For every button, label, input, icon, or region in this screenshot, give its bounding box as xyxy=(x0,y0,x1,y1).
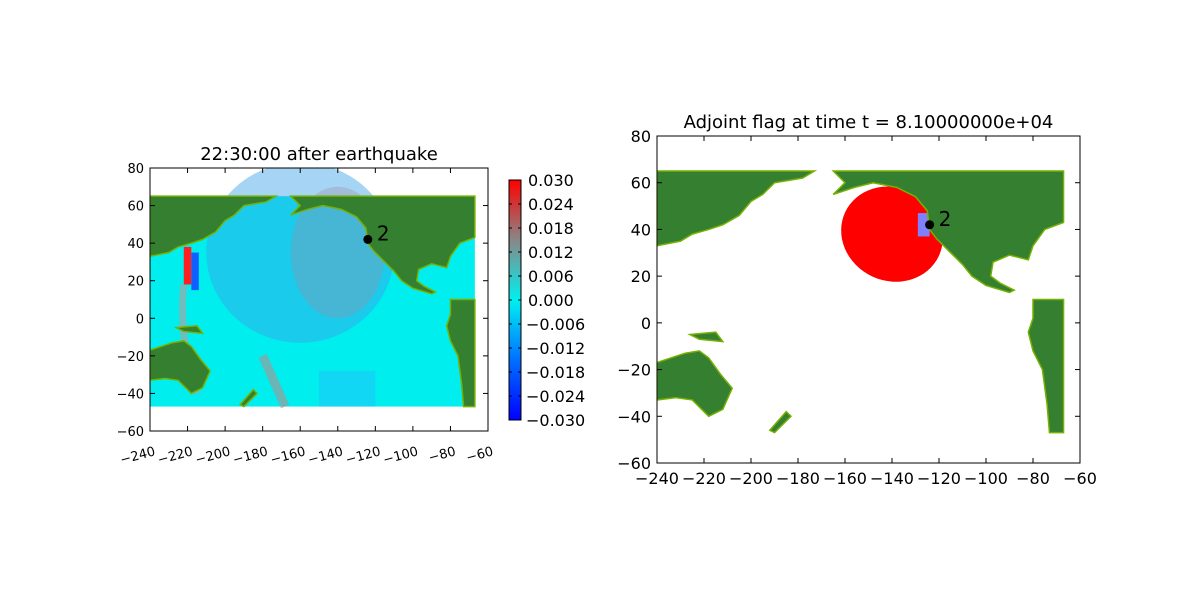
x-tick-label: −140 xyxy=(870,469,914,488)
plot-area xyxy=(150,168,488,431)
target-region-box xyxy=(917,213,930,237)
land-indo xyxy=(687,331,725,343)
plot-area xyxy=(657,136,1080,463)
land-asia xyxy=(150,195,279,258)
colorbar: 0.030 0.024 0.018 0.012 0.006 0.000 −0.006 −0.0… xyxy=(508,171,585,430)
colorbar-tick-label: 0.006 xyxy=(528,267,574,286)
wave-field-south xyxy=(319,370,376,407)
x-tick-label: −140 xyxy=(306,444,344,468)
y-tick-label: 40 xyxy=(127,237,144,252)
x-tick-label: −80 xyxy=(1016,469,1050,488)
x-tick-label: −180 xyxy=(231,444,269,468)
y-tick-label: 20 xyxy=(127,275,144,290)
y-tick-label: 40 xyxy=(631,220,651,239)
y-tick-label: 20 xyxy=(631,267,651,286)
land-indo xyxy=(173,325,205,335)
x-tick-label: −220 xyxy=(156,444,194,468)
adjoint-flag-region xyxy=(841,186,943,282)
land-australia xyxy=(657,350,734,418)
x-tick-label: −60 xyxy=(1063,469,1097,488)
colorbar-tick-label: 0.024 xyxy=(528,195,574,214)
wave-front-negative xyxy=(191,252,199,291)
x-tick-label: −60 xyxy=(465,444,495,466)
left-plot: 222:30:00 after earthquake−240 −220 −200 −1… xyxy=(117,144,495,468)
x-tick-label: −100 xyxy=(964,469,1008,488)
wave-front-positive xyxy=(183,246,192,285)
x-tick-label: −120 xyxy=(344,444,382,468)
land-nz xyxy=(768,410,793,434)
x-tick-label: −120 xyxy=(917,469,961,488)
gauge-marker xyxy=(363,234,373,244)
right-plot: 2 Adjoint flag at time t = 8.10000000e+04… xyxy=(617,112,1097,488)
colorbar-tick-label: −0.018 xyxy=(526,363,585,382)
axes-frame xyxy=(656,135,1081,464)
x-tick-label: −80 xyxy=(427,444,457,466)
land-america xyxy=(289,195,476,295)
x-tick-label: −240 xyxy=(635,469,679,488)
colorbar-tick-label: 0.000 xyxy=(528,291,574,310)
gauge-label: 2 xyxy=(939,207,952,231)
land-nz xyxy=(238,388,259,408)
plot-title: 22:30:00 after earthquake xyxy=(200,144,438,165)
colorbar-tick-label: −0.024 xyxy=(526,387,585,406)
land-australia xyxy=(150,340,211,395)
wave-front-trail xyxy=(258,354,290,409)
land-america xyxy=(831,170,1065,294)
y-tick-label: −60 xyxy=(117,425,144,440)
gauge-label: 2 xyxy=(377,221,390,245)
y-tick-label: 80 xyxy=(127,162,144,177)
colorbar-tick-label: −0.012 xyxy=(526,339,585,358)
y-tick-label: −60 xyxy=(617,454,651,473)
y-tick-label: −20 xyxy=(117,350,144,365)
land-samerica xyxy=(1027,298,1065,434)
x-tick-label: −100 xyxy=(382,444,420,468)
x-tick-label: −160 xyxy=(823,469,867,488)
y-tick-label: 0 xyxy=(641,314,651,333)
x-tick-label: −220 xyxy=(682,469,726,488)
colorbar-tick-label: 0.030 xyxy=(528,171,574,190)
y-tick-label: −20 xyxy=(617,361,651,380)
colorbar-tick-label: −0.006 xyxy=(526,315,585,334)
colorbar-tick-label: 0.012 xyxy=(528,243,574,262)
y-tick-label: 60 xyxy=(631,174,651,193)
gauge-marker xyxy=(925,220,935,230)
y-tick-label: 60 xyxy=(127,200,144,215)
x-tick-label: −180 xyxy=(776,469,820,488)
land-asia xyxy=(657,170,818,247)
colorbar-tick-label: 0.018 xyxy=(528,219,574,238)
x-tick-label: −160 xyxy=(269,444,307,468)
land-samerica xyxy=(445,298,476,408)
y-tick-label: 80 xyxy=(631,127,651,146)
plot-title: Adjoint flag at time t = 8.10000000e+04 xyxy=(684,112,1054,133)
y-tick-label: −40 xyxy=(117,387,144,402)
y-tick-label: 0 xyxy=(136,312,144,327)
axes-frame xyxy=(149,167,489,432)
x-tick-label: −240 xyxy=(119,444,157,468)
x-tick-label: −200 xyxy=(194,444,232,468)
colorbar-tick-label: −0.030 xyxy=(526,411,585,430)
y-tick-label: −40 xyxy=(617,407,651,426)
x-tick-label: −200 xyxy=(729,469,773,488)
